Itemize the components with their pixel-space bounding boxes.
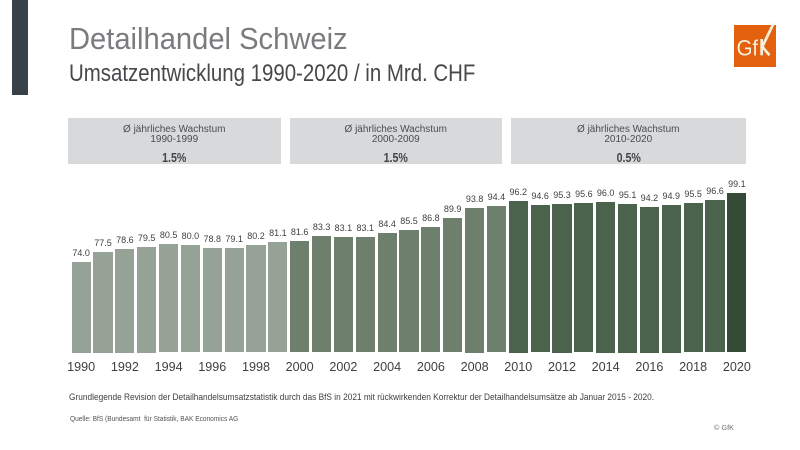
svg-text:Gf: Gf	[737, 35, 759, 60]
